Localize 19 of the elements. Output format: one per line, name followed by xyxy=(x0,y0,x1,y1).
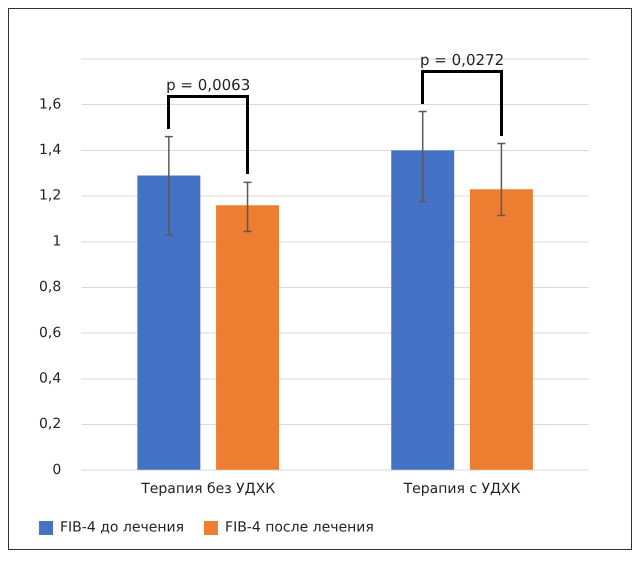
x-tick-label: Терапия с УДХК xyxy=(402,481,521,498)
annotation: p = 0,0063 xyxy=(166,76,250,94)
bar xyxy=(216,205,280,470)
bar xyxy=(137,176,200,470)
annotation: p = 0,0272 xyxy=(420,50,504,69)
y-tick-label: 0,4 xyxy=(39,370,62,386)
y-tick-label: 0 xyxy=(52,462,62,478)
bar xyxy=(391,150,454,470)
y-tick-label: 0,2 xyxy=(39,416,62,432)
legend-label: FIB-4 после лечения xyxy=(225,520,374,536)
y-tick-label: 0,8 xyxy=(39,279,62,296)
y-tick-label: 0,6 xyxy=(39,324,62,341)
y-tick-label: 1,6 xyxy=(39,96,62,112)
y-tick-label: 1 xyxy=(52,233,62,250)
bar xyxy=(470,189,533,470)
x-tick-label: Терапия без УДХК xyxy=(140,481,276,498)
y-tick-label: 1,2 xyxy=(39,188,62,204)
legend-label: FIB-4 до лечения xyxy=(60,520,184,536)
y-tick-label: 1,4 xyxy=(39,142,62,158)
